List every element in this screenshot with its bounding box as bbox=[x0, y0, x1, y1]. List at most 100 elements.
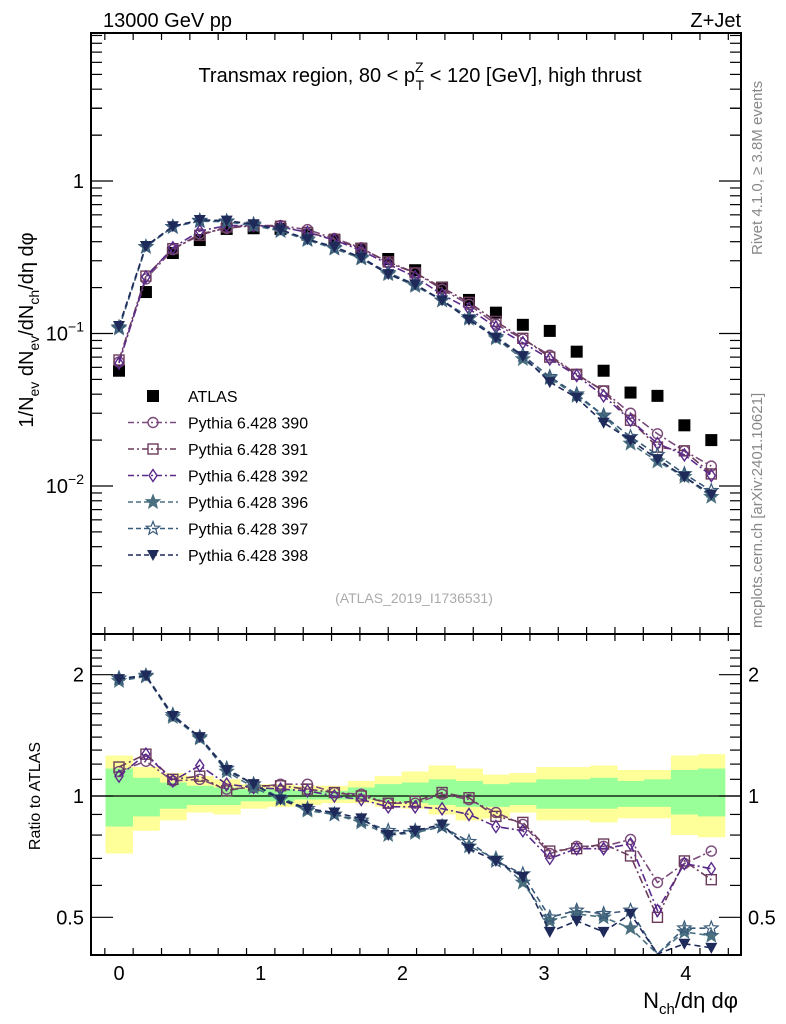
main-data-point bbox=[705, 489, 718, 501]
ratio-band-inner-bin bbox=[617, 780, 645, 807]
x-tick-label: 3 bbox=[539, 963, 550, 985]
ratio-series-pythia-6-428-392 bbox=[114, 746, 717, 918]
main-data-point bbox=[247, 219, 260, 231]
ratio-data-point bbox=[356, 792, 367, 807]
ratio-band-inner-bin bbox=[536, 779, 564, 809]
main-data-point bbox=[597, 417, 610, 429]
main-data-point bbox=[624, 407, 637, 419]
ratio-data-point bbox=[568, 901, 585, 918]
main-data-point bbox=[462, 314, 475, 326]
ratio-data-point bbox=[329, 788, 340, 804]
ratio-data-point bbox=[544, 851, 555, 866]
legend-entry: ATLAS bbox=[147, 389, 238, 406]
legend-label: Pythia 6.428 390 bbox=[188, 416, 308, 433]
legend-label: Pythia 6.428 391 bbox=[188, 442, 308, 459]
ratio-data-point bbox=[247, 779, 260, 791]
main-data-point bbox=[328, 241, 341, 253]
main-data-point bbox=[355, 252, 368, 264]
ratio-data-point bbox=[139, 670, 152, 682]
ratio-y-tick-label: 0.5 bbox=[56, 907, 84, 929]
main-data-point bbox=[651, 454, 664, 466]
ratio-data-point bbox=[706, 861, 717, 876]
ratio-band-inner-bin bbox=[293, 790, 322, 800]
main-data-point bbox=[489, 332, 502, 344]
main-data-point bbox=[705, 434, 718, 447]
ratio-data-point bbox=[678, 855, 691, 867]
main-data-point bbox=[113, 364, 125, 377]
legend-label: Pythia 6.428 397 bbox=[188, 522, 308, 539]
ratio-data-point bbox=[410, 799, 420, 815]
axes-group: 0 1 2 3 4 10−2 10−1 1 0.5 0.5 1 1 2 2 bbox=[46, 32, 776, 985]
ratio-data-point bbox=[517, 816, 529, 829]
legend-label: Pythia 6.428 396 bbox=[188, 495, 308, 512]
legend-entry: Pythia 6.428 392 bbox=[128, 468, 308, 486]
ratio-data-point bbox=[489, 855, 502, 867]
ratio-data-point bbox=[382, 797, 394, 809]
mcplots-label: mcplots.cern.ch [arXiv:2401.10621] bbox=[749, 393, 766, 628]
main-data-point bbox=[193, 214, 206, 226]
main-series-group bbox=[110, 211, 720, 504]
ratio-band-inner-bin bbox=[105, 768, 133, 827]
legend-marker bbox=[144, 493, 162, 510]
x-tick-label: 2 bbox=[397, 963, 408, 985]
ratio-y-tick-label-right: 1 bbox=[748, 786, 759, 808]
ratio-band-inner-bin bbox=[563, 779, 591, 809]
main-data-point bbox=[516, 318, 529, 331]
legend-label: Pythia 6.428 398 bbox=[188, 548, 308, 565]
main-data-point bbox=[570, 345, 583, 358]
main-data-point bbox=[114, 355, 124, 371]
main-data-point bbox=[706, 468, 717, 483]
ratio-data-point bbox=[624, 850, 637, 862]
ratio-data-point bbox=[463, 792, 475, 804]
ratio-data-point bbox=[141, 746, 151, 762]
main-data-point bbox=[624, 386, 637, 399]
ratio-data-point bbox=[624, 908, 637, 920]
main-series-line bbox=[118, 224, 712, 477]
ratio-y-tick-label: 2 bbox=[73, 665, 84, 687]
ratio-band-inner-bin bbox=[697, 768, 726, 817]
legend-marker bbox=[147, 416, 159, 429]
ratio-data-point bbox=[436, 786, 448, 799]
main-series-pythia-6-428-398 bbox=[113, 214, 718, 501]
ratio-band-inner-bin bbox=[509, 782, 537, 805]
ratio-series-line bbox=[118, 753, 712, 913]
x-tick-label: 4 bbox=[680, 963, 691, 985]
main-data-point bbox=[436, 295, 449, 307]
ratio-band-inner-bin bbox=[401, 782, 430, 804]
x-tick-label: 0 bbox=[113, 963, 124, 985]
main-data-point bbox=[194, 223, 205, 239]
main-series-atlas bbox=[113, 222, 718, 447]
legend: ATLAS Pythia 6.428 390 Pythia 6.428 391 Pyt… bbox=[128, 389, 308, 565]
main-series-pythia-6-428-391 bbox=[113, 219, 718, 480]
y-tick-label: 10−2 bbox=[46, 471, 84, 498]
ratio-data-point bbox=[383, 799, 394, 815]
ratio-data-point bbox=[114, 768, 124, 784]
ratio-data-point bbox=[705, 845, 718, 857]
legend-marker bbox=[147, 550, 159, 561]
legend-marker bbox=[148, 468, 158, 483]
x-axis-label: Nch/dη dφ bbox=[643, 988, 738, 1018]
main-data-point bbox=[409, 279, 422, 291]
main-series-line bbox=[118, 224, 712, 475]
ratio-data-point bbox=[328, 807, 341, 819]
ratio-data-point bbox=[598, 841, 609, 856]
main-data-point bbox=[544, 351, 555, 367]
plot-title: Transmax region, 80 < pZ T < 120 [GeV], h… bbox=[198, 59, 642, 93]
legend-marker bbox=[147, 443, 159, 455]
main-y-axis-label: 1/Nev dNev/dNch/dη dφ bbox=[16, 232, 42, 427]
main-data-point bbox=[168, 240, 178, 256]
ratio-data-point bbox=[491, 819, 501, 834]
ratio-series-group bbox=[110, 666, 720, 956]
ratio-band-inner-bin bbox=[320, 790, 349, 800]
ratio-data-point bbox=[462, 843, 475, 855]
ratio-data-point bbox=[220, 785, 233, 797]
legend-entry: Pythia 6.428 398 bbox=[128, 548, 308, 565]
main-series-line bbox=[118, 224, 712, 467]
ratio-data-point bbox=[274, 794, 287, 806]
legend-label: ATLAS bbox=[188, 389, 238, 406]
ratio-data-point bbox=[651, 876, 664, 889]
main-data-point bbox=[463, 296, 475, 309]
main-data-point bbox=[651, 428, 664, 440]
main-data-point bbox=[166, 221, 179, 233]
legend-label: Pythia 6.428 392 bbox=[188, 469, 308, 486]
